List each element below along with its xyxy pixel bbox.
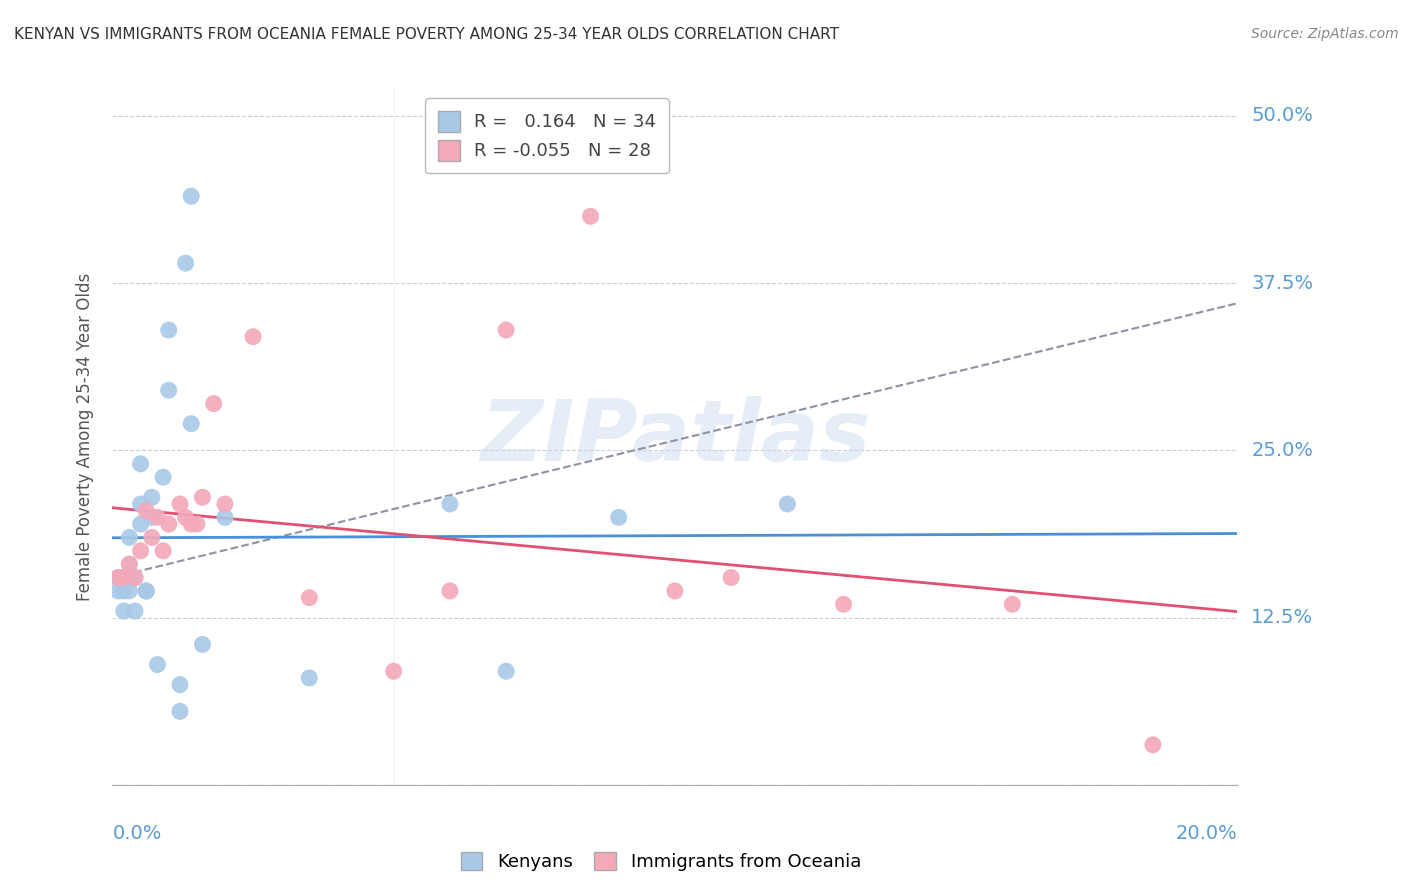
Point [186, 516, 208, 531]
Point [112, 584, 135, 599]
Point [242, 330, 264, 344]
Point [495, 664, 517, 679]
Point [157, 516, 180, 531]
Point [135, 503, 157, 517]
Point [174, 510, 197, 524]
Point [124, 571, 146, 585]
Point [146, 657, 169, 672]
Point [141, 490, 163, 504]
Text: ZIPatlas: ZIPatlas [479, 395, 870, 479]
Point [169, 497, 191, 511]
Point [141, 510, 163, 524]
Point [129, 516, 152, 531]
Text: 37.5%: 37.5% [1251, 274, 1313, 293]
Point [776, 497, 799, 511]
Text: 0.0%: 0.0% [112, 824, 162, 843]
Point [107, 571, 129, 585]
Point [720, 571, 742, 585]
Point [495, 323, 517, 337]
Text: 50.0%: 50.0% [1251, 106, 1313, 126]
Text: Source: ZipAtlas.com: Source: ZipAtlas.com [1251, 27, 1399, 41]
Legend: Kenyans, Immigrants from Oceania: Kenyans, Immigrants from Oceania [454, 845, 868, 879]
Point [1142, 738, 1164, 752]
Point [439, 584, 461, 599]
Point [169, 678, 191, 692]
Point [174, 256, 197, 270]
Point [298, 671, 321, 685]
Point [118, 584, 141, 599]
Point [141, 530, 163, 544]
Point [157, 323, 180, 337]
Point [382, 664, 405, 679]
Point [124, 604, 146, 618]
Point [112, 571, 135, 585]
Point [152, 544, 174, 558]
Point [298, 591, 321, 605]
Point [832, 598, 855, 612]
Point [146, 510, 169, 524]
Point [135, 584, 157, 599]
Point [202, 396, 225, 410]
Point [180, 516, 202, 531]
Point [107, 571, 129, 585]
Point [129, 457, 152, 471]
Point [157, 384, 180, 398]
Point [152, 470, 174, 484]
Text: 20.0%: 20.0% [1175, 824, 1237, 843]
Text: 12.5%: 12.5% [1251, 608, 1313, 627]
Point [439, 497, 461, 511]
Point [107, 584, 129, 599]
Point [118, 557, 141, 572]
Point [191, 490, 214, 504]
Point [124, 571, 146, 585]
Point [180, 417, 202, 431]
Point [180, 189, 202, 203]
Point [579, 210, 602, 224]
Point [169, 705, 191, 719]
Point [118, 557, 141, 572]
Y-axis label: Female Poverty Among 25-34 Year Olds: Female Poverty Among 25-34 Year Olds [76, 273, 94, 601]
Point [214, 510, 236, 524]
Point [1001, 598, 1024, 612]
Point [191, 637, 214, 651]
Point [118, 530, 141, 544]
Point [129, 544, 152, 558]
Point [112, 604, 135, 618]
Text: 25.0%: 25.0% [1251, 441, 1313, 460]
Point [214, 497, 236, 511]
Point [118, 571, 141, 585]
Point [112, 571, 135, 585]
Point [129, 497, 152, 511]
Legend: R =   0.164   N = 34, R = -0.055   N = 28: R = 0.164 N = 34, R = -0.055 N = 28 [425, 98, 669, 173]
Point [664, 584, 686, 599]
Point [607, 510, 630, 524]
Point [135, 584, 157, 599]
Text: KENYAN VS IMMIGRANTS FROM OCEANIA FEMALE POVERTY AMONG 25-34 YEAR OLDS CORRELATI: KENYAN VS IMMIGRANTS FROM OCEANIA FEMALE… [14, 27, 839, 42]
